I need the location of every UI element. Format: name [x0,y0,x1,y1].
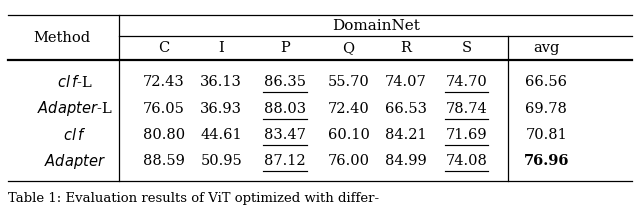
Text: 72.43: 72.43 [143,75,185,89]
Text: 88.59: 88.59 [143,154,185,168]
Text: 70.81: 70.81 [525,128,567,142]
Text: $\mathit{cl\,f}$-L: $\mathit{cl\,f}$-L [57,74,93,90]
Text: 78.74: 78.74 [445,102,488,116]
Text: 36.93: 36.93 [200,102,242,116]
Text: DomainNet: DomainNet [332,19,420,33]
Text: I: I [218,41,224,55]
Text: 74.70: 74.70 [445,75,488,89]
Text: 84.21: 84.21 [385,128,427,142]
Text: S: S [461,41,472,55]
Text: R: R [401,41,412,55]
Text: 88.03: 88.03 [264,102,306,116]
Text: 80.80: 80.80 [143,128,185,142]
Text: 60.10: 60.10 [328,128,370,142]
Text: Q: Q [342,41,355,55]
Text: 76.00: 76.00 [328,154,370,168]
Text: 86.35: 86.35 [264,75,306,89]
Text: Table 1: Evaluation results of ViT optimized with differ-: Table 1: Evaluation results of ViT optim… [8,193,379,206]
Text: 50.95: 50.95 [200,154,242,168]
Text: 84.99: 84.99 [385,154,427,168]
Text: P: P [280,41,290,55]
Text: avg: avg [533,41,559,55]
Text: 55.70: 55.70 [328,75,369,89]
Text: 66.53: 66.53 [385,102,427,116]
Text: $\mathit{Adapter}$-L: $\mathit{Adapter}$-L [37,99,113,118]
Text: 74.07: 74.07 [385,75,427,89]
Text: 76.96: 76.96 [524,154,569,168]
Text: 66.56: 66.56 [525,75,567,89]
Text: 83.47: 83.47 [264,128,306,142]
Text: 72.40: 72.40 [328,102,369,116]
Text: Method: Method [33,31,90,45]
Text: 74.08: 74.08 [445,154,488,168]
Text: 44.61: 44.61 [200,128,242,142]
Text: 36.13: 36.13 [200,75,242,89]
Text: 87.12: 87.12 [264,154,306,168]
Text: 71.69: 71.69 [445,128,488,142]
Text: C: C [158,41,170,55]
Text: 69.78: 69.78 [525,102,567,116]
Text: $\mathit{Adapter}$: $\mathit{Adapter}$ [44,152,106,171]
Text: 76.05: 76.05 [143,102,185,116]
Text: $\mathit{cl\,f}$: $\mathit{cl\,f}$ [63,127,86,143]
